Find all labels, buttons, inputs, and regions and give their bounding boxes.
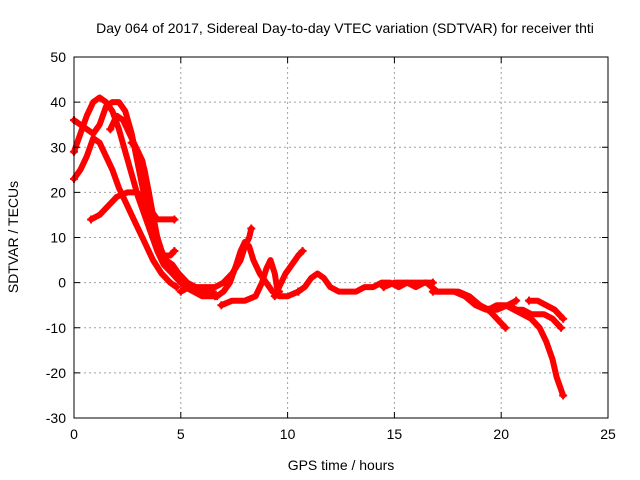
series-endpoint-arc-7-1 [170,247,179,256]
series-endpoint-arc-9-0 [213,292,222,301]
series-endpoint-arc-13-0 [379,283,388,292]
series-endpoint-arc-17-0 [524,296,533,305]
series-endpoint-arc-6-1 [170,215,179,224]
series-endpoint-arc-17-1 [559,314,568,323]
y-tick-label: 50 [50,49,66,65]
series-endpoint-arc-15-0 [484,305,493,314]
x-tick-label: 5 [177,426,185,442]
series-endpoint-arc-15-1 [559,391,568,400]
series-endpoint-arc-5-0 [127,138,136,147]
y-tick-label: -30 [46,410,66,426]
y-axis-label: SDTVAR / TECUs [5,181,21,293]
series-line-arc-17 [526,297,567,322]
x-axis-label: GPS time / hours [288,457,395,473]
y-tick-label: -20 [46,365,66,381]
series-line-arc-7 [147,216,178,259]
series-endpoint-arc-11-1 [298,247,307,256]
y-tick-label: 0 [58,275,66,291]
grid-lines [74,57,608,418]
series-endpoint-arc-10-0 [217,301,226,310]
chart-title: Day 064 of 2017, Sidereal Day-to-day VTE… [96,20,594,36]
series-endpoint-arc-8-1 [247,224,256,233]
series-endpoint-arc-11-0 [270,292,279,301]
x-tick-label: 10 [280,426,296,442]
series-endpoint-arc-13-1 [501,323,510,332]
y-tick-label: 10 [50,230,66,246]
series-endpoint-arc-7-0 [146,215,155,224]
series-endpoint-arc-16-0 [505,301,514,310]
data-series-group [70,94,568,400]
y-tick-label: 30 [50,139,66,155]
x-tick-label: 15 [387,426,403,442]
y-tick-label: 20 [50,184,66,200]
y-tick-label: 40 [50,94,66,110]
series-endpoint-arc-14-0 [428,287,437,296]
series-line-arc-15 [485,302,567,399]
x-tick-label: 25 [600,426,616,442]
series-line-arc-11 [271,248,306,300]
x-tick-label: 0 [70,426,78,442]
y-tick-label: -10 [46,320,66,336]
series-endpoint-arc-8-0 [176,287,185,296]
x-tick-label: 20 [493,426,509,442]
series-line-arc-1 [71,135,180,291]
series-endpoint-arc-14-1 [512,296,521,305]
series-endpoint-arc-12-0 [294,287,303,296]
series-line-arc-16 [506,302,564,331]
series-line-arc-10 [218,257,283,309]
series-endpoint-arc-1-1 [172,283,181,292]
series-endpoint-arc-4-0 [106,125,115,134]
series-endpoint-arc-16-1 [557,323,566,332]
axis-ticks [73,56,609,419]
series-endpoint-arc-6-0 [87,215,96,224]
tick-labels: 0 5 10 15 20 25 -30 -20 -10 0 10 20 30 40 50 [46,49,616,442]
series-line-arc-6 [88,189,178,223]
